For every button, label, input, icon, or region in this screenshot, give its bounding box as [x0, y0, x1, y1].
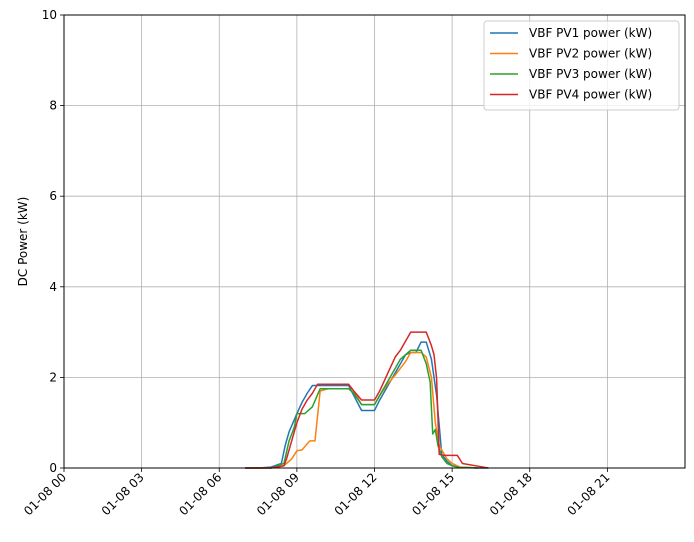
- series-lines: [245, 331, 489, 469]
- legend-label-pv4: VBF PV4 power (kW): [529, 88, 652, 102]
- y-axis-label: DC Power (kW): [16, 197, 30, 287]
- series-line-pv3: [245, 349, 479, 469]
- legend-label-pv2: VBF PV2 power (kW): [529, 47, 652, 61]
- y-tick-label: 6: [49, 189, 57, 203]
- y-tick-label: 4: [49, 280, 57, 294]
- legend-label-pv3: VBF PV3 power (kW): [529, 67, 652, 81]
- y-tick-label: 8: [49, 99, 57, 113]
- y-tick-label: 10: [42, 8, 57, 22]
- y-tick-label: 2: [49, 370, 57, 384]
- legend: VBF PV1 power (kW) VBF PV2 power (kW) VBF …: [483, 20, 680, 111]
- legend-label-pv1: VBF PV1 power (kW): [529, 26, 652, 40]
- legend-box: [483, 20, 680, 111]
- y-tick-label: 0: [49, 461, 57, 475]
- series-line-pv4: [245, 331, 489, 469]
